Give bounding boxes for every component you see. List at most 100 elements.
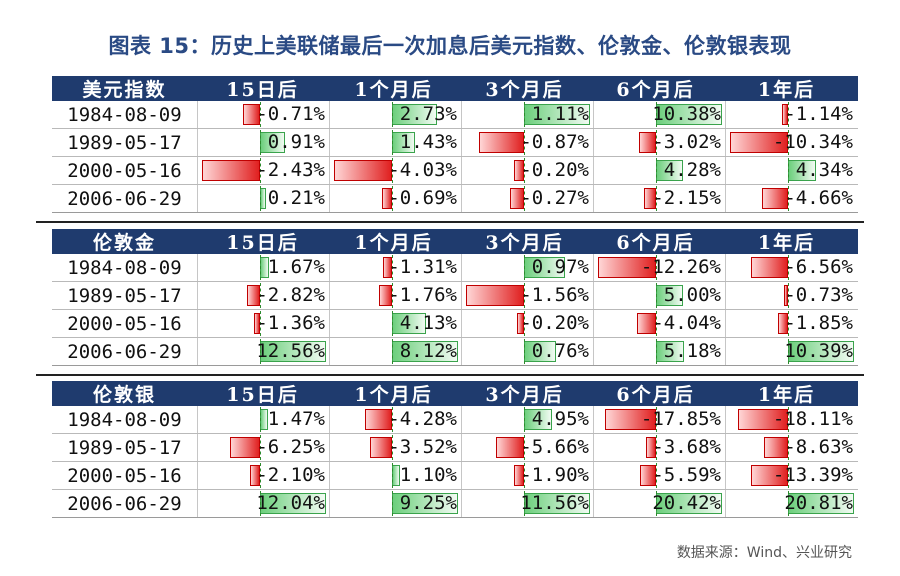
zero-axis	[392, 102, 393, 127]
table-2: 伦敦金 15日后 1个月后 3个月后 6个月后 1年后 1984-08-09 1.67% -1.…	[52, 229, 858, 366]
zero-axis	[656, 158, 657, 183]
data-bar	[513, 160, 524, 181]
zero-axis	[788, 158, 789, 183]
value-cell: -12.26%	[594, 254, 726, 281]
zero-axis	[524, 283, 525, 308]
data-bar	[751, 257, 788, 278]
asset-name: 伦敦金	[92, 232, 156, 254]
value-cell: 5.18%	[594, 338, 726, 365]
value-cell: -17.85%	[594, 406, 726, 433]
data-bar	[763, 437, 788, 458]
zero-axis	[656, 186, 657, 211]
zero-axis	[656, 339, 657, 364]
zero-axis	[656, 463, 657, 488]
zero-axis	[788, 186, 789, 211]
zero-axis	[656, 255, 657, 280]
date-cell: 1989-05-17	[52, 282, 198, 309]
table-header: 伦敦金 15日后 1个月后 3个月后 6个月后 1年后	[52, 229, 858, 254]
zero-axis	[788, 255, 789, 280]
value-label: -1.90%	[520, 464, 589, 486]
value-label: 5.00%	[663, 284, 721, 306]
data-bar	[761, 188, 788, 209]
data-bar	[783, 285, 788, 306]
value-label: 1.11%	[531, 103, 589, 125]
zero-axis	[788, 463, 789, 488]
column-header: 1个月后	[354, 79, 433, 101]
value-cell: -5.59%	[594, 462, 726, 489]
value-cell: 10.39%	[726, 338, 857, 365]
value-cell: -8.63%	[726, 434, 857, 461]
value-label: -1.56%	[520, 284, 589, 306]
table-row: 1989-05-17 -6.25% -3.52% -5.66% -3.68% -8.63%	[52, 434, 858, 462]
column-header: 3个月后	[485, 232, 564, 254]
value-cell: 0.91%	[198, 129, 330, 156]
table-row: 2006-06-29 12.56% 8.12% 0.76% 5.18% 10.39%	[52, 338, 858, 366]
data-bar	[781, 104, 788, 125]
value-cell: -3.02%	[594, 129, 726, 156]
data-bar	[730, 132, 788, 153]
value-cell: -2.15%	[594, 185, 726, 212]
data-bar	[334, 160, 392, 181]
value-label: -0.69%	[388, 187, 457, 209]
zero-axis	[524, 339, 525, 364]
date-cell: 2000-05-16	[52, 157, 198, 184]
data-bar	[640, 465, 656, 486]
zero-axis	[260, 130, 261, 155]
value-cell: 1.67%	[198, 254, 330, 281]
value-label: 4.28%	[663, 159, 721, 181]
value-label: -3.68%	[652, 436, 721, 458]
value-label: -0.71%	[256, 103, 325, 125]
value-label: 9.25%	[399, 492, 457, 514]
zero-axis	[524, 463, 525, 488]
column-header: 3个月后	[485, 79, 564, 101]
value-cell: -10.34%	[726, 129, 857, 156]
data-bar	[639, 132, 656, 153]
data-bar	[777, 313, 788, 334]
value-cell: -1.85%	[726, 310, 857, 337]
value-label: 10.39%	[784, 340, 853, 362]
zero-axis	[260, 339, 261, 364]
value-cell: -13.39%	[726, 462, 857, 489]
data-bar	[249, 465, 260, 486]
date-cell: 2006-06-29	[52, 490, 198, 517]
value-cell: 1.47%	[198, 406, 330, 433]
data-bar	[246, 285, 260, 306]
value-cell: 1.11%	[462, 101, 594, 128]
value-cell: 12.56%	[198, 338, 330, 365]
value-cell: -5.66%	[462, 434, 594, 461]
value-cell: -2.10%	[198, 462, 330, 489]
date-cell: 1984-08-09	[52, 406, 198, 433]
value-label: -1.76%	[388, 284, 457, 306]
value-cell: 1.43%	[330, 129, 462, 156]
data-bar	[495, 437, 524, 458]
table-row: 2006-06-29 12.04% 9.25% 11.56% 20.42% 20.81%	[52, 490, 858, 518]
table-row: 1984-08-09 1.47% -4.28% 4.95% -17.85% -18.11%	[52, 406, 858, 434]
value-label: -4.66%	[784, 187, 853, 209]
table-3: 伦敦银 15日后 1个月后 3个月后 6个月后 1年后 1984-08-09 1.47% -4.…	[52, 381, 858, 518]
value-label: -17.85%	[640, 408, 721, 430]
table-row: 1989-05-17 0.91% 1.43% -0.87% -3.02% -10.34%	[52, 129, 858, 157]
date-cell: 1989-05-17	[52, 434, 198, 461]
column-header: 6个月后	[616, 232, 695, 254]
table-row: 1989-05-17 -2.82% -1.76% -1.56% 5.00% -0.73%	[52, 282, 858, 310]
zero-axis	[788, 407, 789, 432]
value-label: 8.12%	[399, 340, 457, 362]
value-cell: -3.68%	[594, 434, 726, 461]
value-cell: -4.28%	[330, 406, 462, 433]
value-label: 5.18%	[663, 340, 721, 362]
chart-title: 图表 15：历史上美联储最后一次加息后美元指数、伦敦金、伦敦银表现	[108, 34, 792, 58]
zero-axis	[524, 102, 525, 127]
value-cell: -0.87%	[462, 129, 594, 156]
column-header: 1年后	[757, 232, 816, 254]
table-1: 美元指数 15日后 1个月后 3个月后 6个月后 1年后 1984-08-09 -0.71% 2…	[52, 76, 858, 213]
data-bar	[643, 188, 656, 209]
zero-axis	[788, 130, 789, 155]
value-label: -0.20%	[520, 312, 589, 334]
value-label: -6.25%	[256, 436, 325, 458]
column-header: 15日后	[226, 384, 299, 406]
table-row: 2000-05-16 -1.36% 4.13% -0.20% -4.04% -1.85%	[52, 310, 858, 338]
date-cell: 2006-06-29	[52, 185, 198, 212]
date-cell: 2000-05-16	[52, 310, 198, 337]
zero-axis	[392, 130, 393, 155]
value-label: 11.56%	[520, 492, 589, 514]
